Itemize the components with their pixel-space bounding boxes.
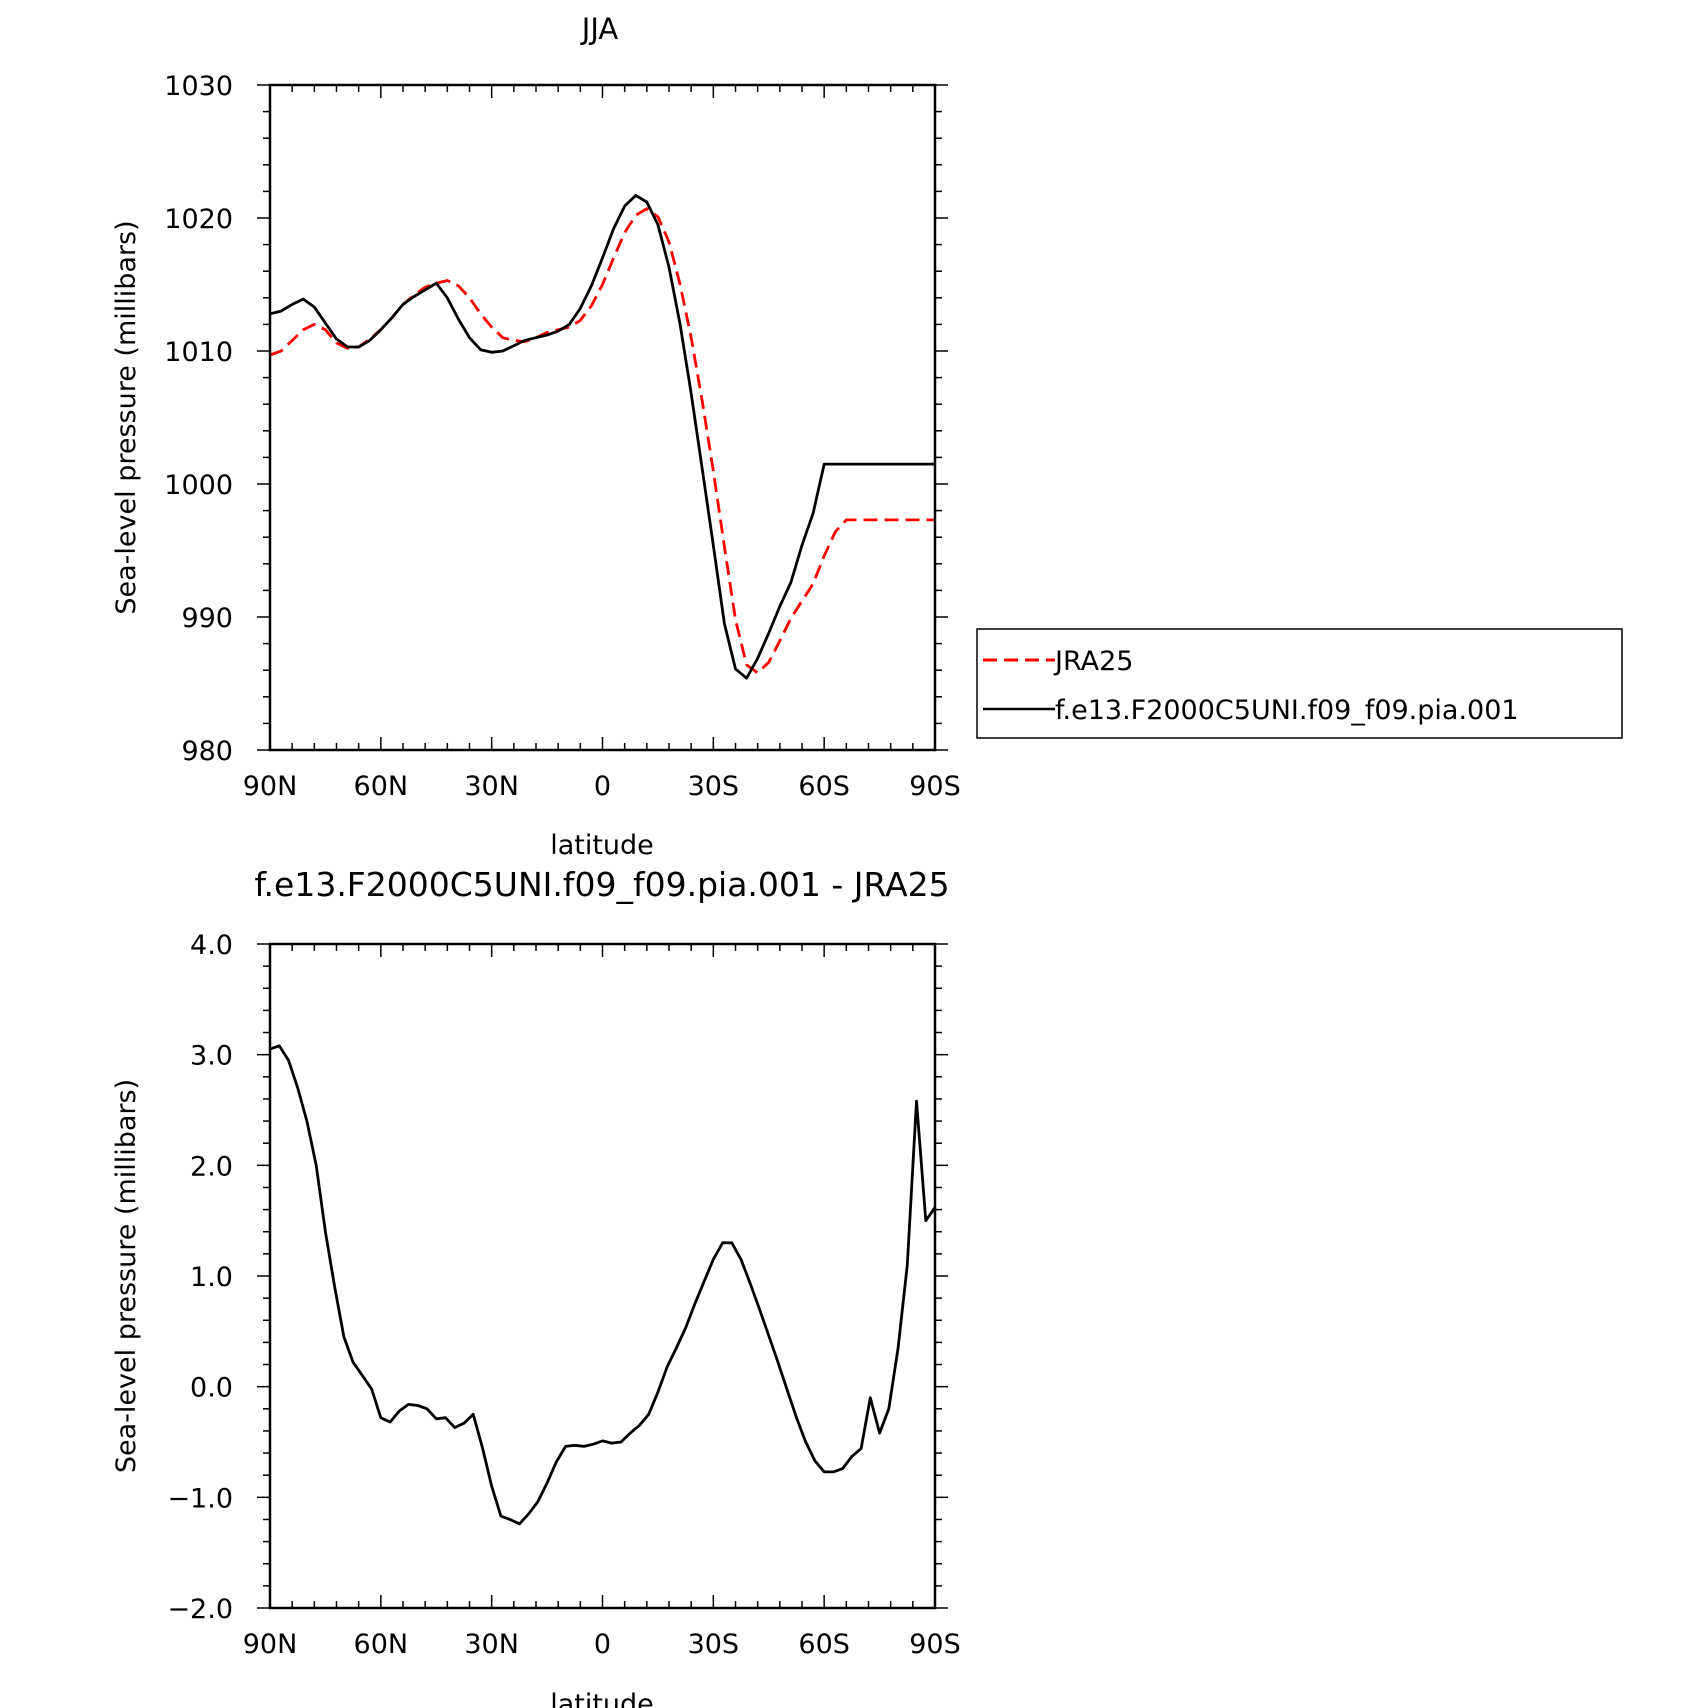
- top-chart-x-tick-label: 90S: [909, 771, 961, 802]
- bottom-chart-xlabel: latitude: [550, 1689, 654, 1708]
- bottom-chart-y-tick-label: 2.0: [190, 1151, 233, 1182]
- bottom-chart-x-tick-label: 90N: [243, 1629, 298, 1660]
- top-chart-y-tick-label: 980: [181, 736, 233, 767]
- bottom-chart-series-line-0: [269, 1044, 937, 1526]
- bottom-chart-ylabel: Sea-level pressure (millibars): [111, 1079, 142, 1473]
- top-chart-x-tick-label: 60S: [798, 771, 850, 802]
- top-chart-x-tick-label: 30S: [688, 771, 740, 802]
- bottom-chart-y-tick-label: 1.0: [190, 1262, 233, 1293]
- bottom-chart-x-tick-label: 30S: [688, 1629, 740, 1660]
- top-chart-xlabel: latitude: [550, 830, 654, 861]
- bottom-chart-x-tick-label: 30N: [464, 1629, 519, 1660]
- legend: JRA25 f.e13.F2000C5UNI.f09_f09.pia.001: [976, 628, 1623, 739]
- bottom-chart-y-tick-label: 0.0: [190, 1373, 233, 1404]
- top-chart: JJA 90N 60N 30N 0 30S 60S 90S 980 990 1000 1010 102…: [111, 12, 1623, 861]
- top-chart-y-tick-label: 1030: [164, 71, 233, 102]
- top-chart-y-tick-label: 1020: [164, 204, 233, 235]
- top-chart-frame: [268, 83, 937, 752]
- top-chart-ylabel: Sea-level pressure (millibars): [111, 220, 142, 614]
- legend-box: [976, 628, 1623, 739]
- bottom-chart-x-tick-label: 0: [594, 1629, 611, 1660]
- top-chart-title: JJA: [580, 12, 619, 46]
- bottom-chart-title: f.e13.F2000C5UNI.f09_f09.pia.001 - JRA25: [254, 865, 949, 904]
- top-chart-series-line-1: [269, 193, 935, 680]
- bottom-chart: f.e13.F2000C5UNI.f09_f09.pia.001 - JRA25…: [111, 865, 961, 1708]
- top-chart-x-tick-label: 90N: [243, 771, 298, 802]
- top-chart-x-tick-label: 60N: [354, 771, 409, 802]
- legend-label-jra25: JRA25: [1053, 646, 1133, 677]
- top-chart-series-line-0: [269, 207, 935, 675]
- legend-label-model: f.e13.F2000C5UNI.f09_f09.pia.001: [1055, 695, 1519, 726]
- top-chart-y-tick-label: 990: [181, 603, 233, 634]
- bottom-chart-x-tick-label: 90S: [909, 1629, 961, 1660]
- bottom-chart-y-tick-label: −1.0: [167, 1483, 233, 1514]
- top-chart-x-tick-label: 0: [594, 771, 611, 802]
- bottom-chart-y-tick-label: 4.0: [190, 930, 233, 961]
- bottom-chart-frame: [268, 942, 937, 1610]
- top-chart-y-tick-label: 1010: [164, 337, 233, 368]
- bottom-chart-y-tick-label: 3.0: [190, 1041, 233, 1072]
- top-chart-y-tick-label: 1000: [164, 470, 233, 501]
- bottom-chart-x-tick-label: 60S: [798, 1629, 850, 1660]
- bottom-chart-y-tick-label: −2.0: [167, 1594, 233, 1625]
- top-chart-x-tick-label: 30N: [464, 771, 519, 802]
- bottom-chart-x-tick-label: 60N: [354, 1629, 409, 1660]
